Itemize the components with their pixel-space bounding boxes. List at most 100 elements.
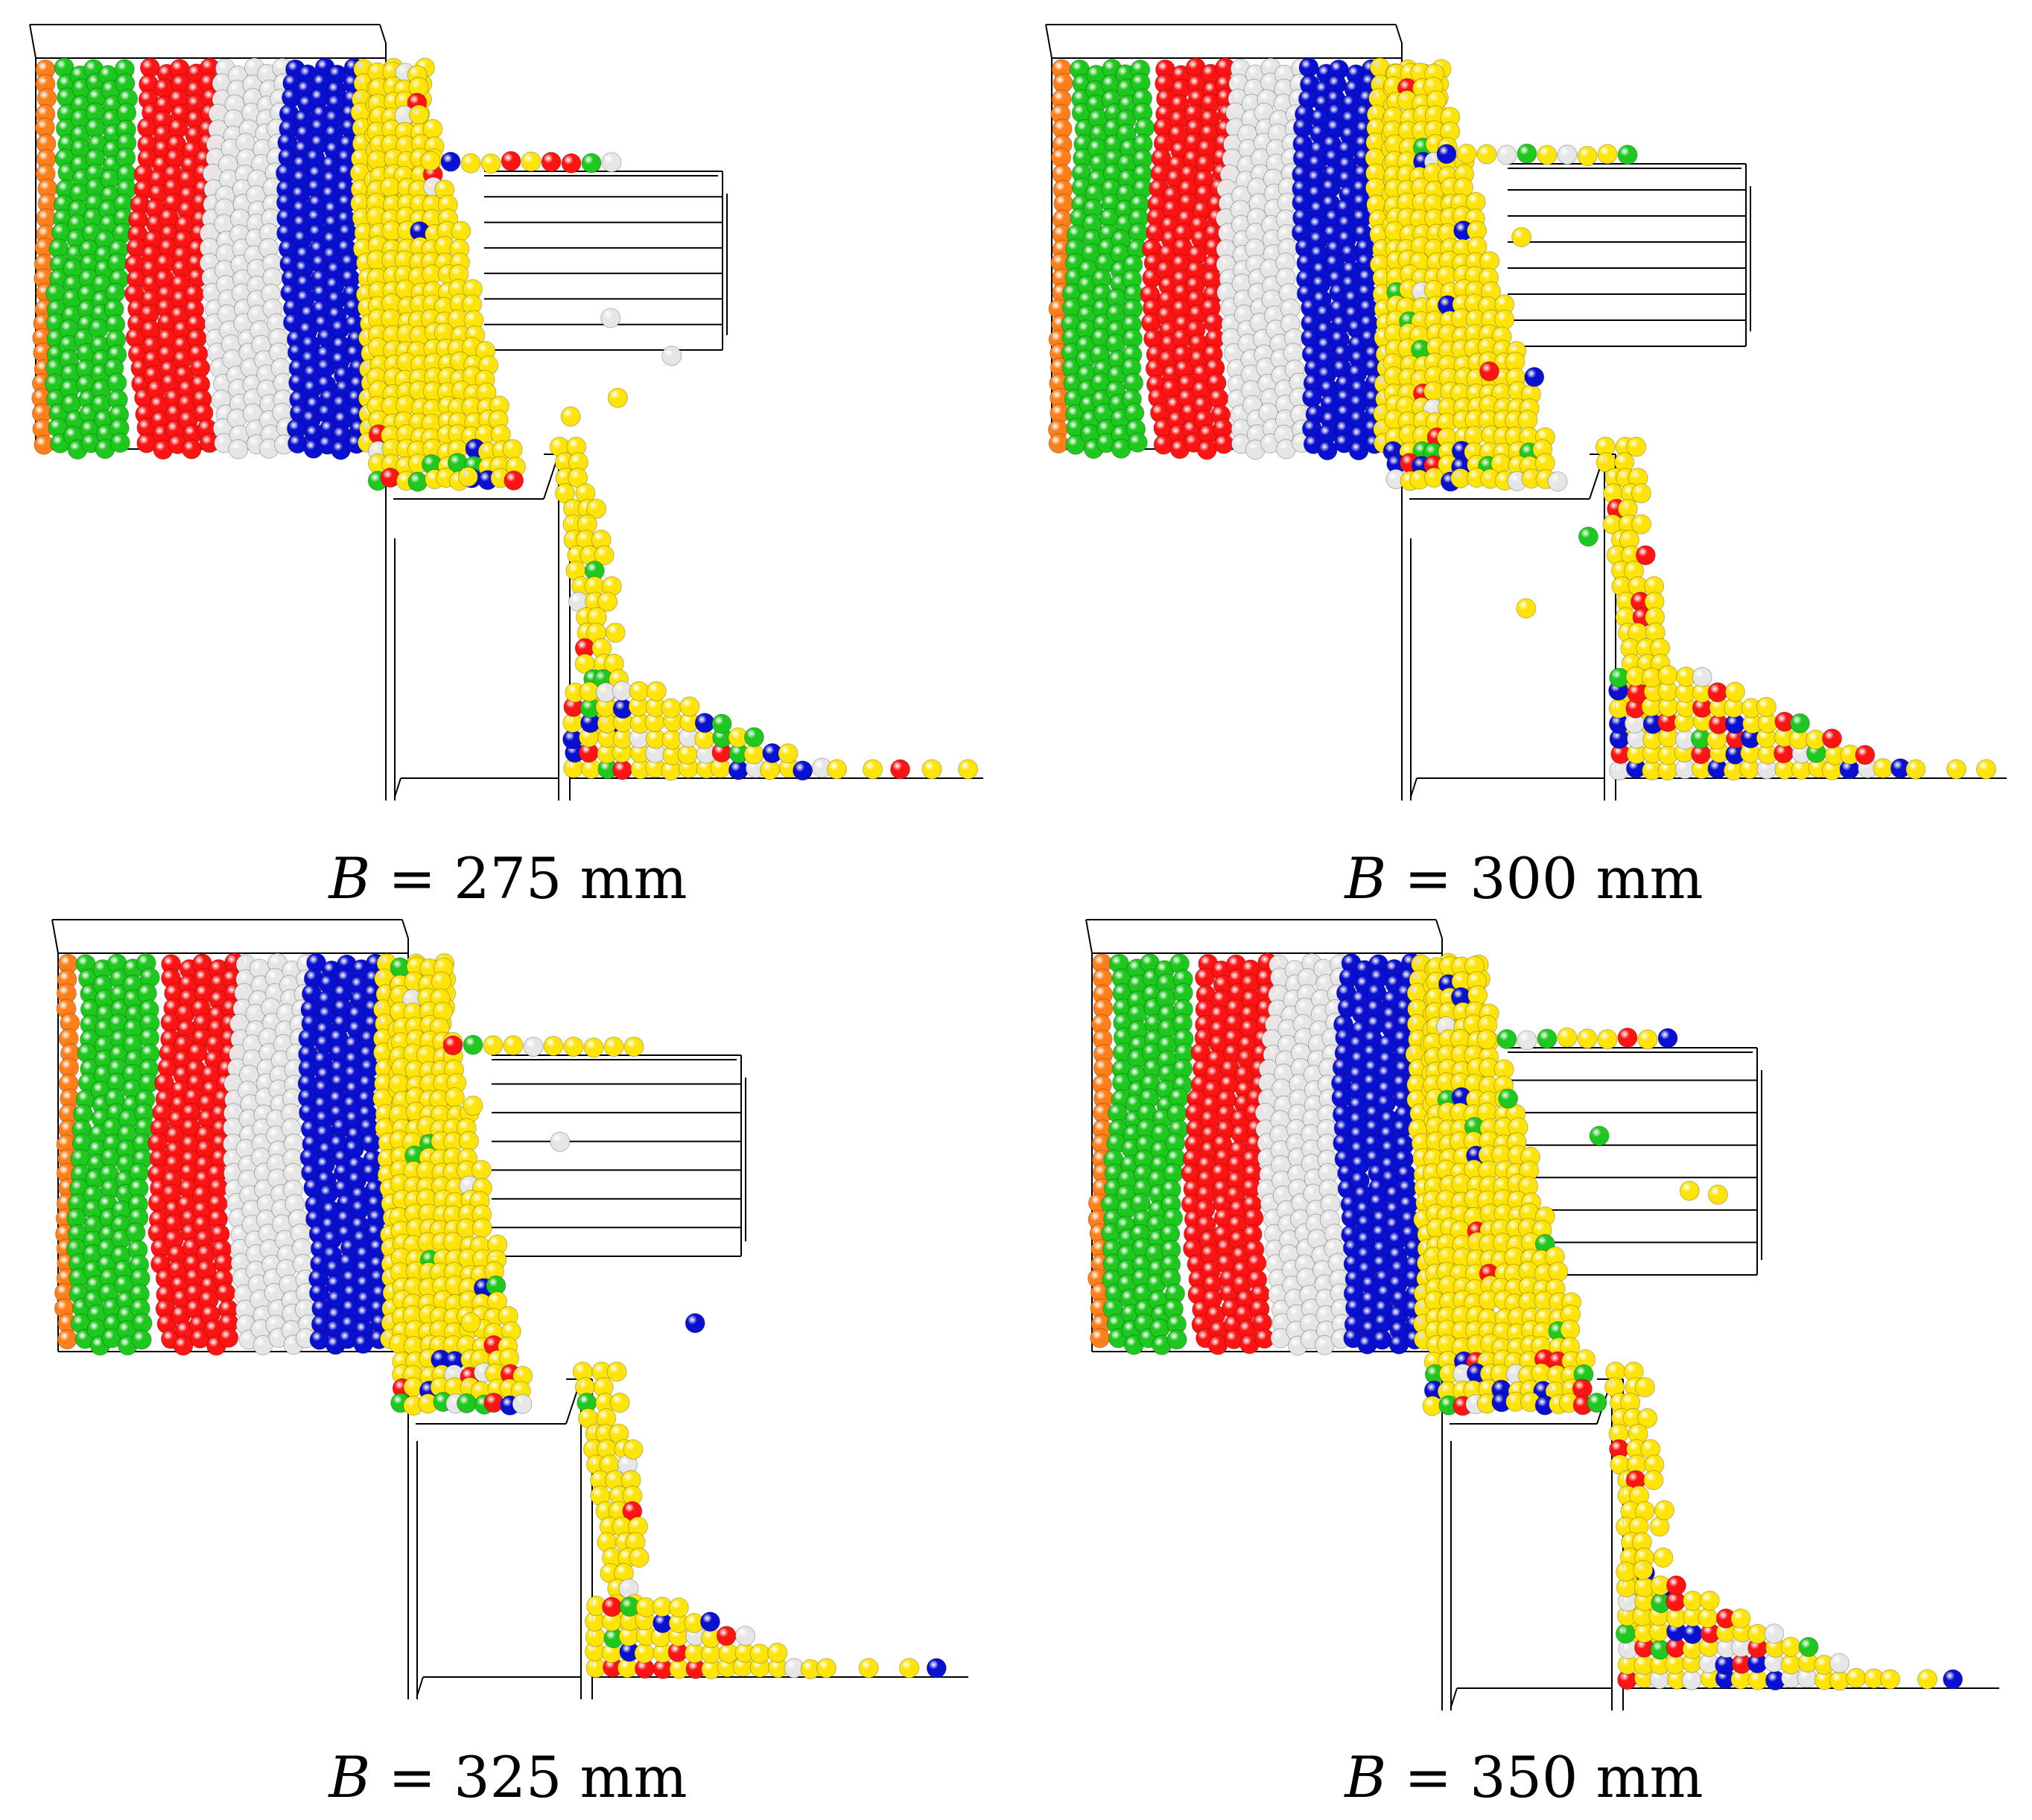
yellow-particle xyxy=(816,1658,836,1679)
white-particle xyxy=(1829,1652,1850,1673)
yellow-particle xyxy=(431,971,451,992)
orange-particle xyxy=(57,1329,77,1350)
yellow-particle xyxy=(958,759,979,780)
geometry-edge xyxy=(1450,1687,1458,1708)
white-particle xyxy=(661,346,682,366)
yellow-particle xyxy=(502,439,523,459)
green-particle xyxy=(125,1222,146,1243)
yellow-particle xyxy=(1698,1608,1718,1629)
green-particle xyxy=(1587,1393,1607,1413)
panel-caption: B = 325 mm xyxy=(0,1744,1016,1810)
yellow-particle xyxy=(1616,1561,1636,1582)
green-particle xyxy=(1798,1637,1819,1658)
yellow-particle xyxy=(646,681,667,701)
yellow-particle xyxy=(1517,410,1538,430)
yellow-particle xyxy=(444,1087,465,1107)
yellow-particle xyxy=(749,1644,770,1664)
yellow-particle xyxy=(1846,1667,1867,1688)
green-particle xyxy=(1537,1028,1558,1049)
yellow-particle xyxy=(863,759,883,780)
yellow-particle xyxy=(1880,1669,1901,1690)
blue-particle xyxy=(1298,57,1319,78)
yellow-particle xyxy=(1511,227,1532,247)
caption-variable: B xyxy=(1344,845,1387,911)
red-particle xyxy=(215,1282,236,1303)
yellow-particle xyxy=(1637,1407,1658,1428)
yellow-particle xyxy=(668,1597,689,1618)
blue-particle xyxy=(926,1658,947,1679)
yellow-particle xyxy=(459,1130,479,1151)
panel-caption: B = 300 mm xyxy=(1016,845,2032,911)
yellow-particle xyxy=(1476,144,1497,165)
blue-particle xyxy=(1715,1655,1736,1676)
yellow-particle xyxy=(1494,309,1515,330)
geometry-edge xyxy=(1435,919,1443,939)
green-particle xyxy=(743,727,764,748)
white-particle xyxy=(735,1626,755,1646)
red-particle xyxy=(1479,361,1499,382)
yellow-particle xyxy=(1976,759,1996,780)
caption-variable: B xyxy=(328,845,371,911)
red-particle xyxy=(1855,745,1876,766)
yellow-particle xyxy=(1634,1377,1655,1398)
yellow-particle xyxy=(1631,514,1651,535)
caption-equals: = xyxy=(388,845,436,911)
blue-particle xyxy=(1682,1623,1703,1644)
yellow-particle xyxy=(1679,1180,1700,1201)
yellow-particle xyxy=(563,1037,584,1057)
yellow-particle xyxy=(594,545,615,566)
yellow-particle xyxy=(471,1159,492,1180)
yellow-particle xyxy=(1730,1609,1751,1629)
yellow-particle xyxy=(605,623,626,643)
blue-particle xyxy=(361,1133,381,1154)
yellow-particle xyxy=(460,1312,481,1333)
yellow-particle xyxy=(1557,1027,1578,1048)
red-particle xyxy=(442,1035,463,1056)
yellow-particle xyxy=(1548,1261,1569,1282)
yellow-particle xyxy=(1829,1670,1850,1691)
caption-value: 275 mm xyxy=(454,845,688,911)
yellow-particle xyxy=(472,1218,492,1238)
blue-particle xyxy=(1372,1329,1392,1350)
simulation-panel-325: B = 325 mm xyxy=(0,910,1016,1820)
panel-caption: B = 350 mm xyxy=(1016,1744,2032,1810)
blue-particle xyxy=(1317,440,1338,461)
white-particle xyxy=(1517,1030,1537,1051)
yellow-particle xyxy=(679,696,700,717)
geometry-edge xyxy=(51,919,59,954)
geometry-edge xyxy=(401,919,409,939)
blue-particle xyxy=(793,760,813,781)
red-particle xyxy=(181,439,202,459)
green-particle xyxy=(107,372,127,393)
caption-variable: B xyxy=(1344,1744,1387,1810)
yellow-particle xyxy=(677,744,698,765)
yellow-particle xyxy=(743,744,764,765)
green-particle xyxy=(407,471,428,492)
yellow-particle xyxy=(503,1035,524,1056)
caption-equals: = xyxy=(388,1744,436,1810)
yellow-particle xyxy=(1476,1029,1497,1050)
caption-value: 350 mm xyxy=(1470,1744,1704,1810)
caption-variable: B xyxy=(328,1744,371,1810)
yellow-particle xyxy=(1946,759,1966,780)
geometry-edge xyxy=(1045,24,1052,59)
yellow-particle xyxy=(483,1035,504,1056)
green-particle xyxy=(1617,144,1638,165)
blue-particle xyxy=(1436,144,1457,165)
simulation-panel-350: B = 350 mm xyxy=(1016,910,2032,1820)
yellow-particle xyxy=(767,1642,788,1663)
green-particle xyxy=(131,1329,152,1350)
white-particle xyxy=(1764,1623,1785,1644)
white-particle xyxy=(601,152,622,173)
yellow-particle xyxy=(408,104,429,125)
caption-equals: = xyxy=(1404,845,1452,911)
green-particle xyxy=(109,433,130,454)
green-particle xyxy=(1498,1088,1519,1109)
yellow-particle xyxy=(1653,1547,1674,1568)
simulation-panel-275: B = 275 mm xyxy=(0,0,1016,911)
yellow-particle xyxy=(1633,1559,1654,1580)
yellow-particle xyxy=(1637,1029,1658,1050)
yellow-particle xyxy=(1917,1669,1937,1690)
blue-particle xyxy=(1657,1028,1678,1049)
